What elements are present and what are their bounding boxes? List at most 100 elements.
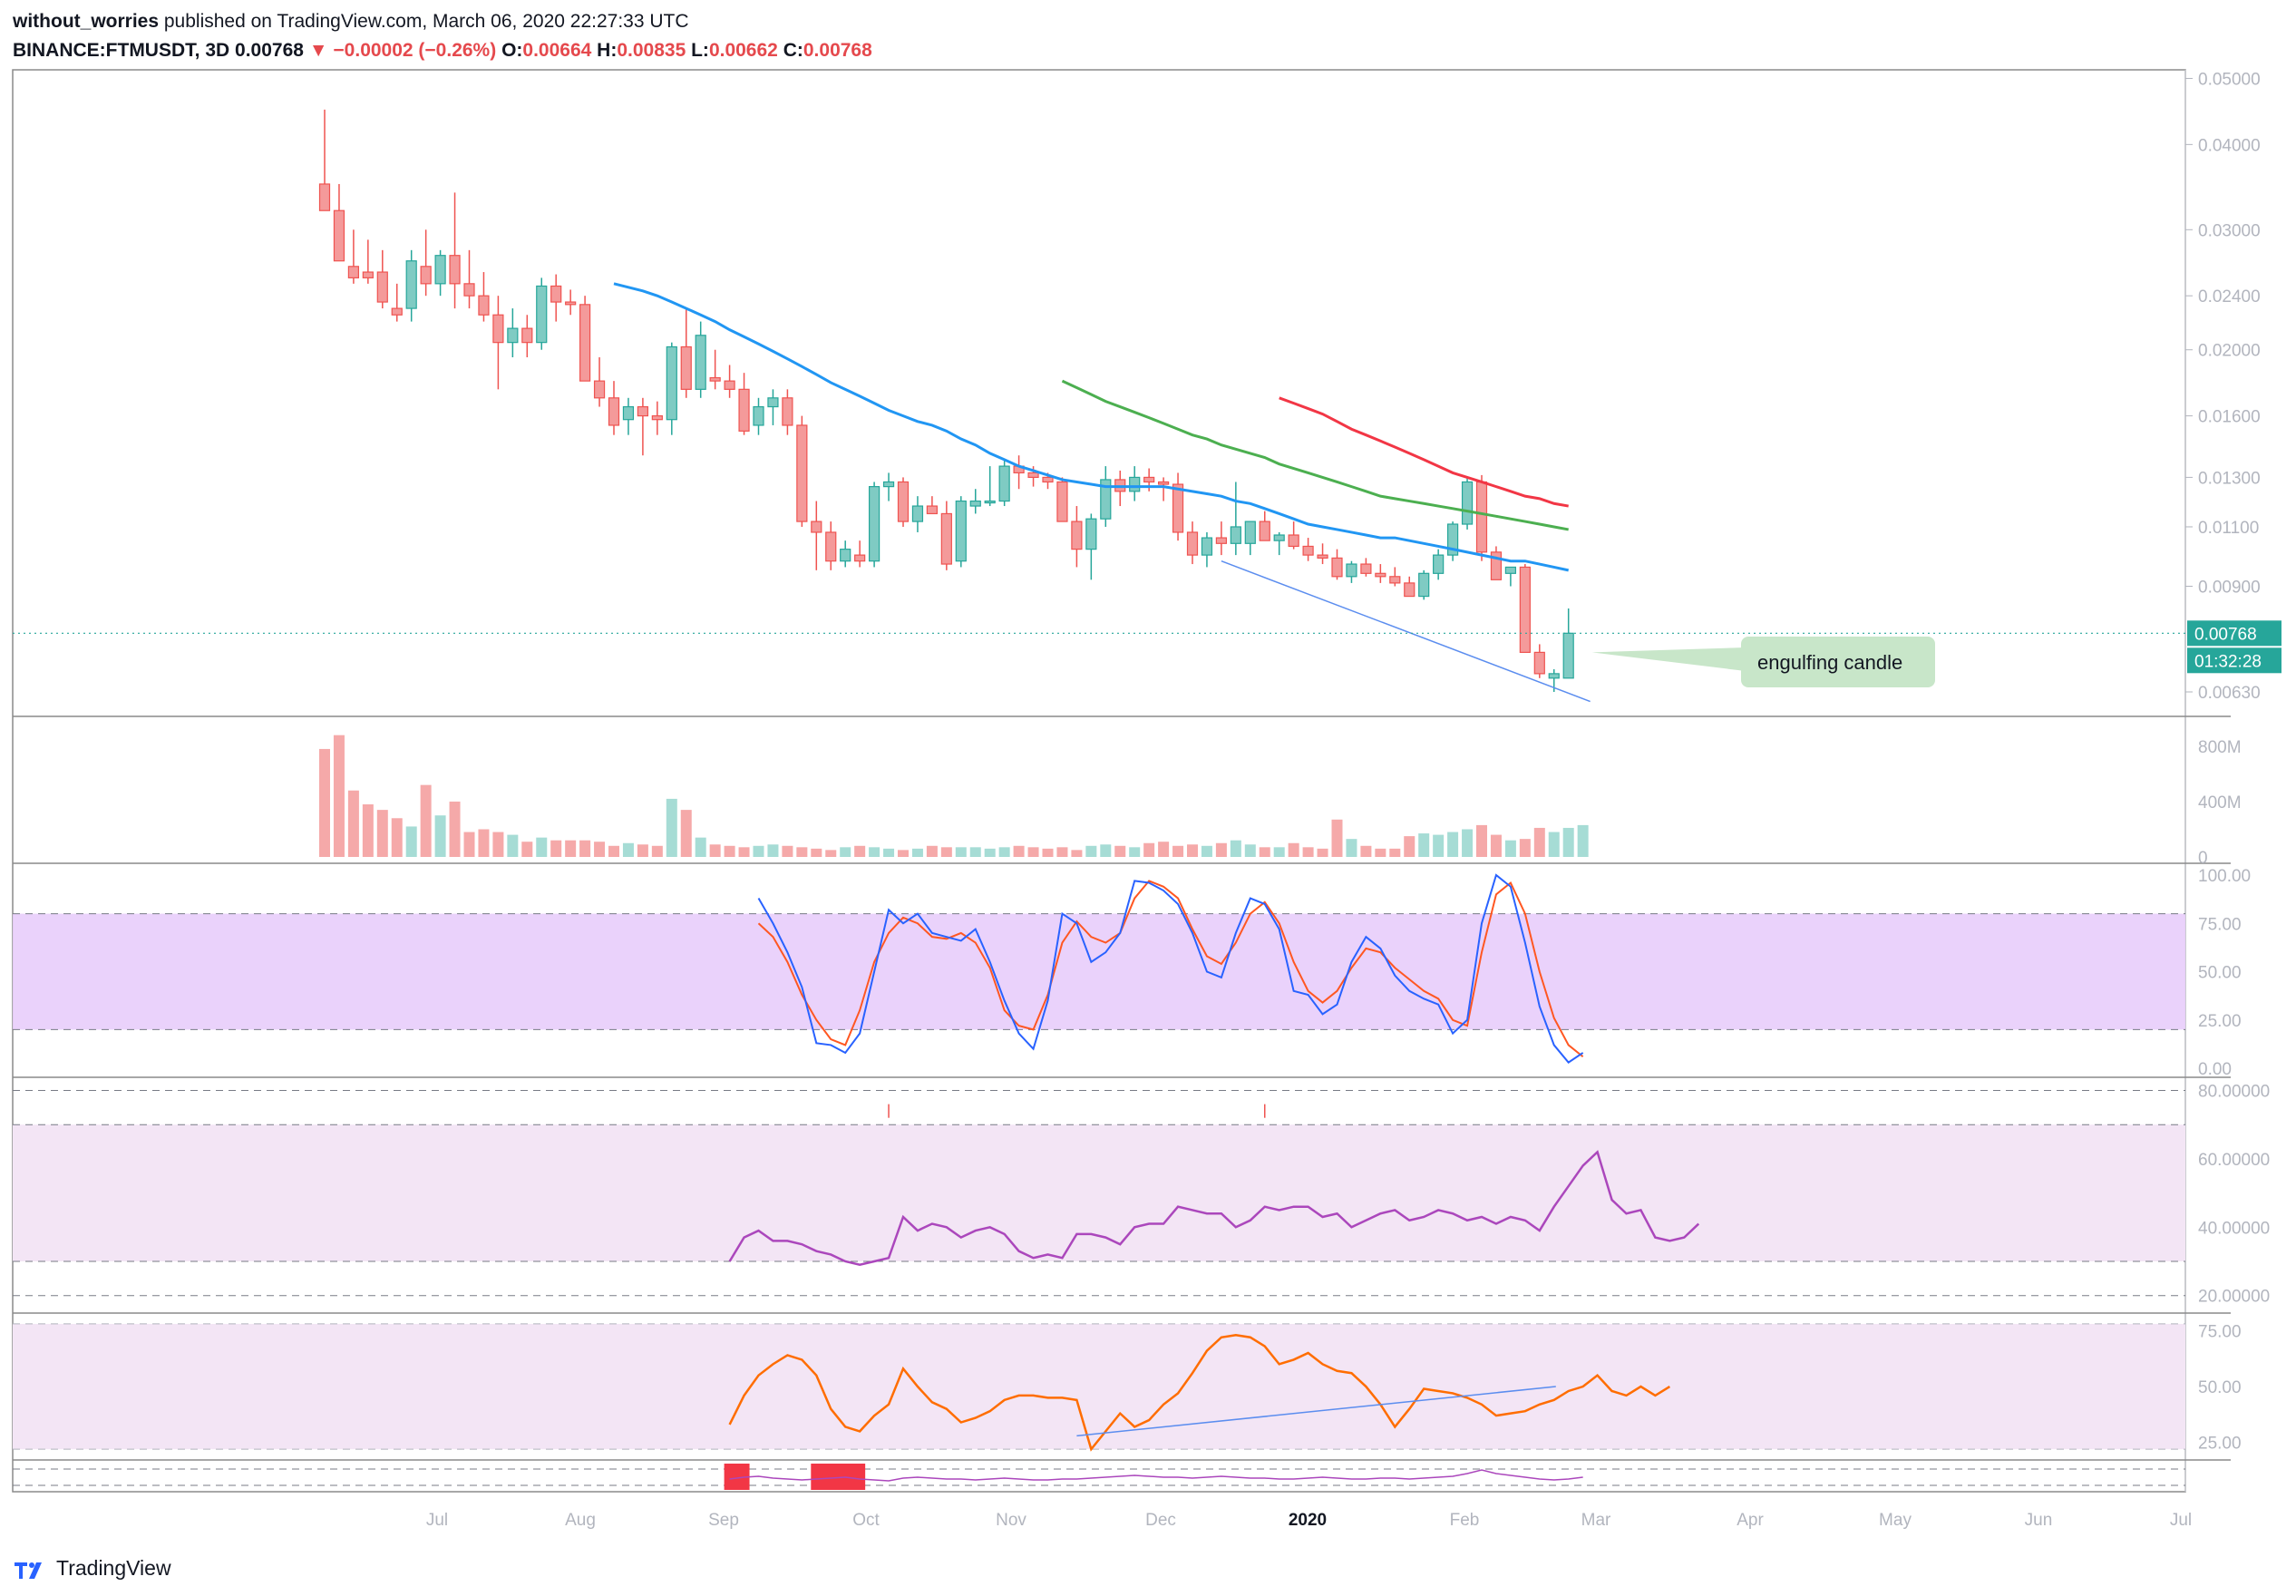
volume-bar bbox=[782, 845, 793, 857]
volume-bar bbox=[594, 842, 606, 857]
volume-bar bbox=[1013, 845, 1025, 857]
volume-bar bbox=[898, 850, 909, 857]
price-axis-label: 0.01100 bbox=[2198, 519, 2259, 538]
volume-bar bbox=[1027, 847, 1039, 857]
candle bbox=[1056, 481, 1068, 522]
time-axis-label: Apr bbox=[1737, 1511, 1764, 1530]
candle bbox=[1244, 521, 1256, 544]
time-axis-label: Jul bbox=[426, 1511, 448, 1530]
volume-bar bbox=[391, 818, 403, 857]
candle bbox=[347, 266, 359, 278]
oscillator-trendline bbox=[1076, 1386, 1556, 1437]
footer: TradingView bbox=[13, 1556, 171, 1581]
volume-bar bbox=[463, 832, 475, 857]
candle bbox=[911, 505, 924, 522]
chart-canvas[interactable]: 0.05000 0.04000 0.03000 0.02400 0.02000 0.016… bbox=[0, 0, 2296, 1542]
candle bbox=[1273, 534, 1285, 541]
stochastic-k-line bbox=[757, 873, 1584, 1064]
volume-bar bbox=[622, 842, 634, 857]
volume-bar bbox=[449, 801, 461, 857]
annotation-pointer bbox=[1591, 647, 1746, 671]
candle bbox=[622, 405, 635, 421]
candle bbox=[984, 500, 996, 504]
candle bbox=[1446, 523, 1459, 556]
symbol-label[interactable]: BINANCE:FTMUSDT, 3D bbox=[13, 40, 230, 61]
candle bbox=[811, 521, 822, 533]
oscillator-axis-label: 25.00 bbox=[2198, 1435, 2242, 1454]
volume-bar bbox=[1215, 842, 1227, 857]
time-axis-label: Mar bbox=[1581, 1511, 1611, 1530]
volume-bar bbox=[869, 847, 880, 857]
candle bbox=[478, 295, 490, 316]
candle bbox=[1346, 563, 1357, 578]
volume-bar bbox=[1172, 845, 1184, 857]
candle bbox=[1230, 526, 1241, 544]
high-value: 0.00835 bbox=[617, 40, 686, 61]
last-price-tag bbox=[2187, 620, 2281, 647]
rsi-band bbox=[13, 1124, 2185, 1261]
candle bbox=[753, 405, 764, 426]
candle bbox=[1331, 557, 1343, 578]
time-axis-label: Jul bbox=[2170, 1511, 2192, 1530]
volume-bar bbox=[709, 844, 721, 857]
volume-bar bbox=[1548, 832, 1560, 857]
volume-bar bbox=[1433, 834, 1445, 857]
price-axis-label: 0.03000 bbox=[2198, 221, 2261, 240]
stochastic-axis-label: 25.00 bbox=[2198, 1012, 2242, 1031]
candle bbox=[709, 376, 721, 382]
time-axis-label: Jun bbox=[2025, 1511, 2053, 1530]
volume-bar bbox=[376, 810, 388, 857]
volume-bar bbox=[753, 845, 764, 857]
volume-bar bbox=[1346, 839, 1357, 857]
volume-bar bbox=[840, 847, 851, 857]
stochastic-axis-label: 0.00 bbox=[2198, 1060, 2232, 1079]
volume-bar bbox=[825, 850, 837, 857]
volume-bar bbox=[420, 784, 432, 857]
last-price: 0.00768 bbox=[235, 40, 304, 61]
candle bbox=[405, 260, 417, 309]
rsi-axis-label: 20.00000 bbox=[2198, 1288, 2270, 1307]
volume-bar bbox=[362, 804, 374, 857]
stochastic-axis-label: 100.00 bbox=[2198, 867, 2251, 886]
candle bbox=[1375, 572, 1386, 578]
open-label: O: bbox=[501, 40, 523, 61]
moving-average-red bbox=[1279, 396, 1569, 508]
candle bbox=[1504, 566, 1517, 574]
candle bbox=[666, 345, 677, 421]
candle bbox=[1317, 554, 1328, 559]
oscillator-band bbox=[13, 1323, 2185, 1450]
candle bbox=[1302, 545, 1314, 556]
close-value: 0.00768 bbox=[803, 40, 872, 61]
candle bbox=[1100, 479, 1112, 520]
candle bbox=[940, 512, 952, 565]
candle bbox=[1042, 476, 1054, 483]
rsi-axis-label: 80.00000 bbox=[2198, 1083, 2270, 1102]
candle bbox=[637, 405, 649, 417]
volume-bar bbox=[1114, 845, 1126, 857]
price-axis-label: 0.00900 bbox=[2198, 579, 2261, 598]
author-name[interactable]: without_worries bbox=[13, 11, 160, 32]
tradingview-brand[interactable]: TradingView bbox=[56, 1556, 171, 1580]
volume-bar bbox=[666, 798, 677, 857]
high-label: H: bbox=[597, 40, 618, 61]
candle bbox=[926, 505, 939, 515]
candle bbox=[955, 500, 967, 562]
volume-bar bbox=[1490, 834, 1502, 857]
volume-axis-label: 800M bbox=[2198, 738, 2242, 757]
candle bbox=[391, 307, 403, 316]
candle bbox=[680, 345, 692, 390]
volume-bar bbox=[1519, 839, 1531, 857]
candle bbox=[998, 465, 1010, 502]
candle bbox=[868, 486, 880, 562]
tradingview-logo-icon bbox=[15, 1562, 42, 1579]
down-arrow-icon: ▼ bbox=[308, 40, 328, 61]
low-value: 0.00662 bbox=[708, 40, 778, 61]
time-axis-label: Oct bbox=[852, 1511, 880, 1530]
candle bbox=[1490, 551, 1503, 580]
volume-bar bbox=[1158, 842, 1170, 857]
candle bbox=[318, 183, 331, 211]
candle bbox=[376, 271, 388, 303]
oscillator-line bbox=[728, 1334, 1671, 1452]
volume-bar bbox=[1447, 832, 1459, 857]
candle bbox=[521, 327, 533, 344]
